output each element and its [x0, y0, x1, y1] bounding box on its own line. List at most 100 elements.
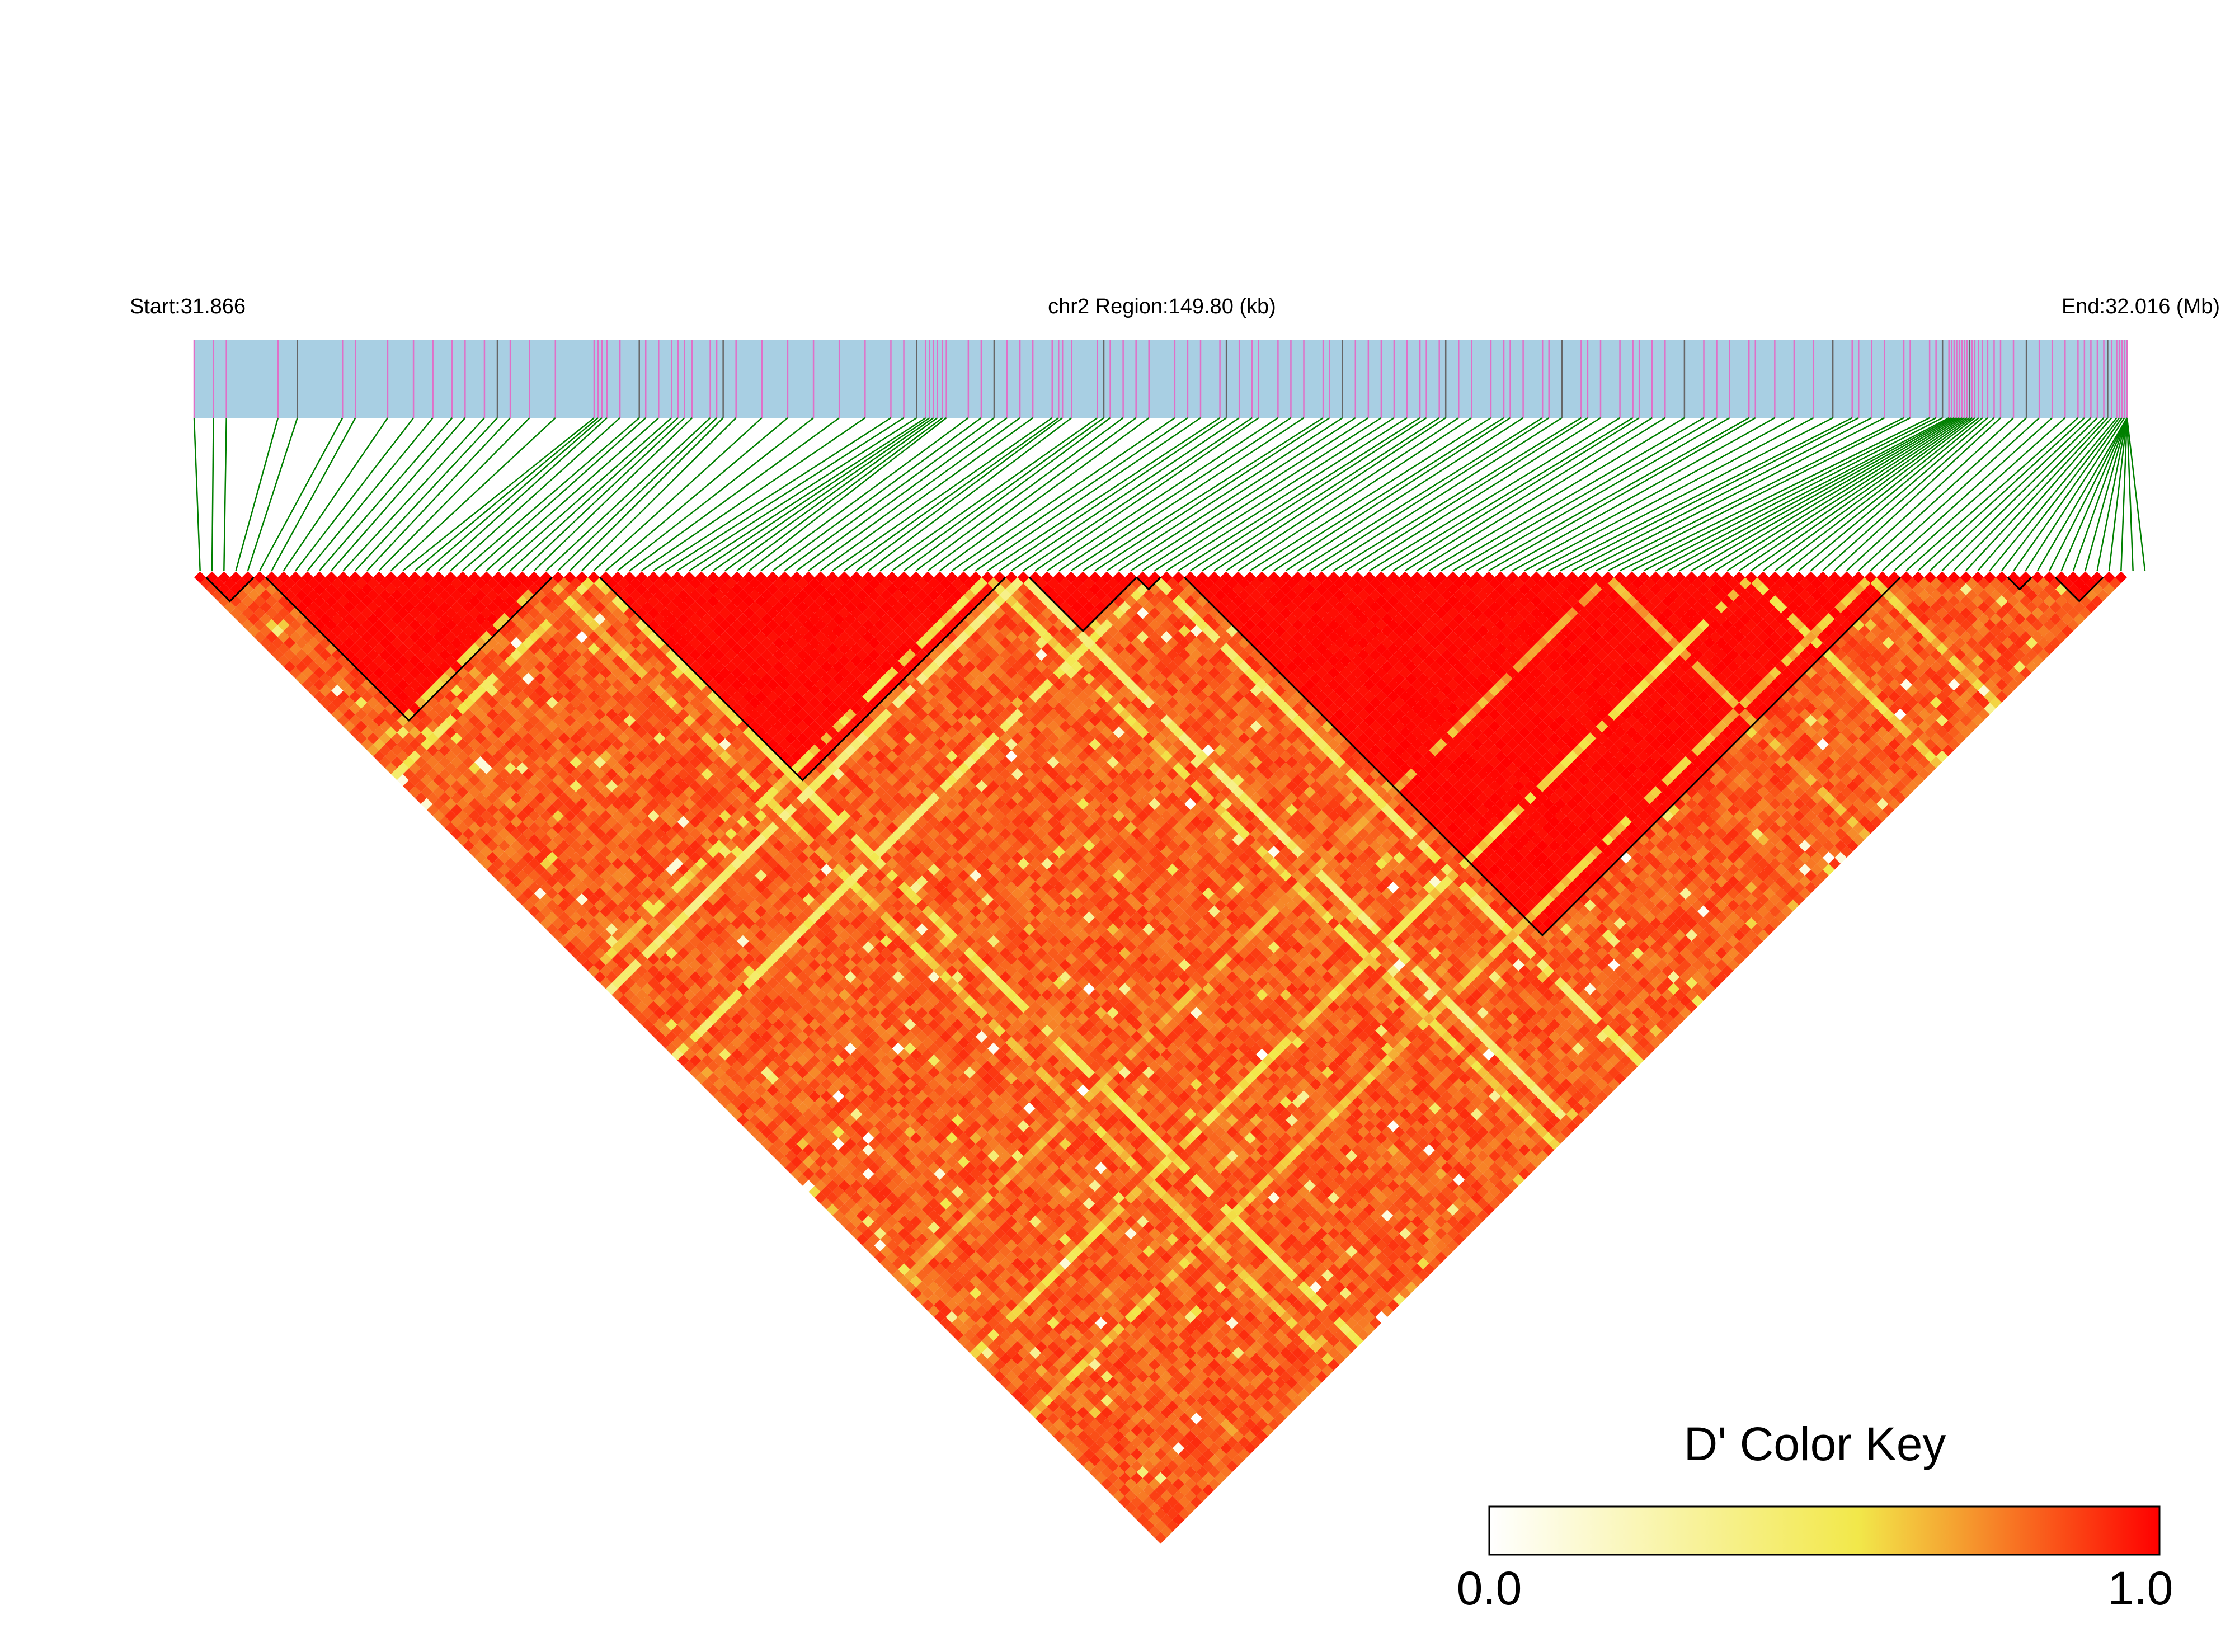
snp-connector — [1083, 417, 1324, 572]
snp-connector — [193, 417, 201, 571]
snp-connector — [1739, 417, 1968, 572]
ld-cell — [731, 1048, 744, 1061]
snp-connector — [1930, 417, 2092, 571]
ld-cell — [970, 1251, 982, 1264]
ld-cell — [277, 607, 290, 619]
snp-connector — [510, 417, 679, 571]
snp-connector — [545, 417, 711, 571]
ld-cell — [457, 690, 469, 703]
snp-connector — [462, 417, 640, 571]
ld-cell — [850, 1168, 863, 1180]
snp-connector — [1989, 417, 2118, 571]
snp-connector — [2096, 417, 2128, 571]
snp-connector — [855, 417, 1063, 572]
snp-connector — [1405, 417, 1653, 572]
ld-cell — [850, 1096, 863, 1109]
ld-cell — [260, 601, 272, 613]
snp-connector — [999, 417, 1227, 572]
snp-connector — [1309, 417, 1550, 572]
ld-cell — [1089, 1347, 1101, 1359]
snp-connector — [2049, 417, 2128, 571]
snp-connector — [1011, 417, 1240, 572]
ld-cell — [1089, 1371, 1101, 1383]
ld-cell — [516, 809, 529, 822]
snp-connector — [987, 417, 1221, 572]
snp-connector — [1249, 417, 1491, 572]
ld-cell — [337, 595, 350, 608]
snp-connector — [760, 417, 969, 572]
ld-cell — [731, 1013, 744, 1025]
snp-connector — [1297, 417, 1543, 572]
ld-cell — [516, 786, 529, 798]
chromosome-track — [194, 340, 2127, 418]
ld-cell — [260, 589, 272, 601]
snp-connector — [1441, 417, 1705, 572]
snp-connector — [1333, 417, 1582, 572]
ld-cell — [457, 822, 469, 834]
snp-connector — [378, 417, 530, 571]
snp-connector — [891, 417, 1104, 572]
snp-connector — [1536, 417, 1833, 572]
ld-cell — [457, 702, 469, 715]
snp-connector — [748, 417, 947, 571]
snp-connector — [1571, 417, 1872, 572]
snp-connector — [450, 417, 620, 571]
snp-connector — [1703, 417, 1960, 572]
snp-connector — [1810, 417, 1988, 571]
snp-connector — [2060, 417, 2128, 571]
snp-connector — [2085, 417, 2128, 571]
snp-connector — [700, 417, 930, 572]
ld-cell — [260, 625, 272, 637]
snp-connector — [1047, 417, 1279, 572]
ld-cell — [850, 1120, 863, 1132]
snp-connector — [784, 417, 995, 572]
ld-cell — [731, 1001, 744, 1013]
ld-cell — [1089, 1466, 1101, 1479]
snp-connector — [808, 417, 1020, 572]
snp-connector — [2072, 417, 2128, 571]
snp-connector — [724, 417, 938, 572]
ld-cell — [397, 679, 409, 691]
snp-connector — [247, 417, 298, 571]
snp-connector — [1560, 417, 1859, 572]
snp-connector — [1834, 417, 2001, 571]
snp-connector — [342, 417, 485, 571]
snp-connector — [1679, 417, 1955, 572]
snp-connector — [1631, 417, 1937, 572]
snp-connector — [355, 417, 498, 571]
snp-connector — [1130, 417, 1369, 572]
ld-cell — [1089, 1382, 1101, 1395]
snp-connector — [1023, 417, 1253, 572]
ld-cell — [850, 1203, 863, 1216]
ld-cell — [457, 809, 469, 822]
snp-connector — [1596, 417, 1904, 572]
ld-cell — [457, 762, 469, 774]
ld-cell — [516, 774, 529, 787]
snp-connector — [1142, 417, 1382, 572]
ld-cell — [516, 858, 529, 870]
snp-connector — [2025, 417, 2125, 571]
ld-cell — [457, 738, 469, 751]
ld-cell — [337, 583, 350, 595]
ld-cell — [337, 679, 350, 691]
snp-connector — [1643, 417, 1943, 572]
snp-connector — [259, 417, 344, 571]
snp-connector — [2013, 417, 2123, 571]
snp-connector — [2036, 417, 2128, 571]
snp-connector — [2001, 417, 2120, 571]
snp-connector — [963, 417, 1188, 572]
ld-cell — [850, 1084, 863, 1096]
ld-cell — [457, 774, 469, 787]
snp-connector — [617, 417, 814, 571]
snp-connector — [1798, 417, 1983, 571]
snp-connector — [1726, 417, 1965, 572]
snp-connector — [1822, 417, 1995, 571]
snp-connector — [939, 417, 1150, 572]
snp-connector-lines — [193, 417, 2146, 572]
snp-connector — [927, 417, 1137, 572]
ld-cell — [337, 714, 350, 727]
ld-cell — [397, 738, 409, 751]
snp-connector — [223, 417, 227, 571]
snp-connector — [832, 417, 1053, 572]
snp-connector — [498, 417, 672, 571]
